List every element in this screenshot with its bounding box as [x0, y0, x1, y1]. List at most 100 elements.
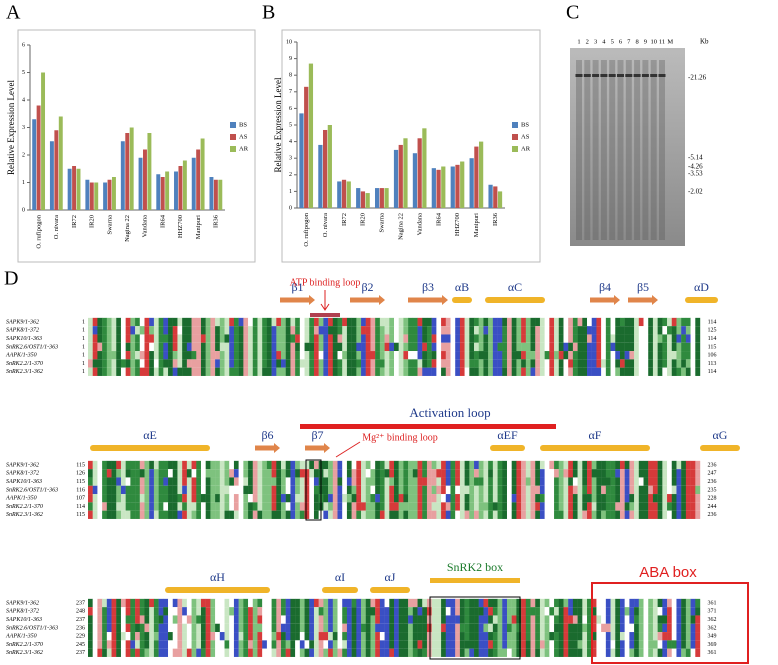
residue	[549, 615, 555, 624]
residue	[285, 607, 291, 616]
residue	[375, 485, 381, 495]
residue	[205, 326, 211, 335]
residue	[624, 485, 630, 495]
residue	[441, 632, 446, 641]
bar	[422, 128, 427, 208]
residue	[549, 359, 555, 368]
residue	[295, 351, 301, 360]
residue	[233, 469, 239, 478]
bar	[94, 182, 99, 210]
residue	[497, 317, 503, 327]
lane-smear	[634, 60, 641, 240]
residue	[384, 485, 390, 495]
residue	[492, 502, 498, 511]
residue	[328, 615, 333, 624]
band	[633, 74, 641, 77]
residue	[356, 598, 362, 608]
residue	[299, 623, 305, 633]
residue	[172, 317, 178, 327]
residue	[629, 477, 635, 486]
residue	[356, 494, 362, 503]
residue	[695, 477, 701, 486]
residue	[572, 342, 578, 352]
residue	[619, 502, 625, 511]
residue	[130, 469, 136, 478]
residue	[313, 326, 319, 335]
residue	[337, 494, 343, 503]
residue	[215, 502, 221, 511]
residue	[667, 648, 672, 657]
residue	[361, 460, 366, 470]
residue	[196, 342, 202, 352]
residue	[276, 502, 282, 511]
bar	[436, 169, 441, 208]
residue	[403, 615, 409, 624]
residue	[483, 460, 489, 470]
residue	[681, 359, 687, 368]
residue	[233, 632, 239, 641]
ss-label: αD	[694, 280, 709, 294]
residue	[172, 326, 178, 335]
residue	[351, 460, 357, 470]
residue	[281, 485, 286, 495]
residue	[168, 367, 173, 376]
residue	[262, 510, 268, 519]
residue	[398, 648, 404, 657]
residue	[224, 460, 230, 470]
residue	[549, 351, 555, 360]
residue	[629, 502, 635, 511]
residue	[431, 640, 437, 649]
residue	[149, 317, 155, 327]
residue	[276, 485, 282, 495]
residue	[153, 615, 159, 624]
residue	[342, 607, 348, 616]
residue	[365, 494, 371, 503]
lane-smear	[659, 60, 665, 240]
residue	[502, 485, 508, 495]
residue	[671, 460, 677, 470]
residue	[455, 460, 461, 470]
residue	[516, 326, 522, 335]
y-tick-label: 10	[286, 39, 292, 45]
residue	[186, 598, 192, 608]
bar	[107, 179, 112, 210]
legend-label: AS	[521, 133, 530, 140]
lane-smear	[642, 60, 649, 240]
residue	[483, 615, 489, 624]
residue	[525, 598, 531, 608]
helix-bar	[90, 445, 210, 451]
residue	[568, 615, 574, 624]
residue	[276, 623, 282, 633]
residue	[266, 367, 272, 376]
residue	[186, 494, 192, 503]
residue	[120, 469, 126, 478]
residue	[615, 334, 621, 343]
residue	[379, 477, 385, 486]
residue	[676, 494, 682, 503]
residue	[605, 359, 611, 368]
residue	[271, 494, 277, 503]
residue	[695, 598, 701, 608]
residue	[375, 648, 381, 657]
residue	[558, 460, 564, 470]
residue	[638, 598, 644, 608]
residue	[544, 485, 550, 495]
residue	[610, 326, 616, 335]
residue	[92, 359, 98, 368]
residue	[445, 598, 451, 608]
residue	[474, 326, 479, 335]
residue	[521, 477, 527, 486]
residue	[464, 510, 470, 519]
residue	[417, 632, 423, 641]
residue	[262, 460, 268, 470]
residue	[681, 615, 687, 624]
bar	[488, 184, 493, 208]
residue	[422, 607, 428, 616]
residue	[619, 477, 625, 486]
residue	[398, 623, 404, 633]
residue	[285, 351, 291, 360]
residue	[431, 485, 437, 495]
residue	[102, 317, 108, 327]
residue	[483, 598, 489, 608]
residue	[563, 342, 569, 352]
